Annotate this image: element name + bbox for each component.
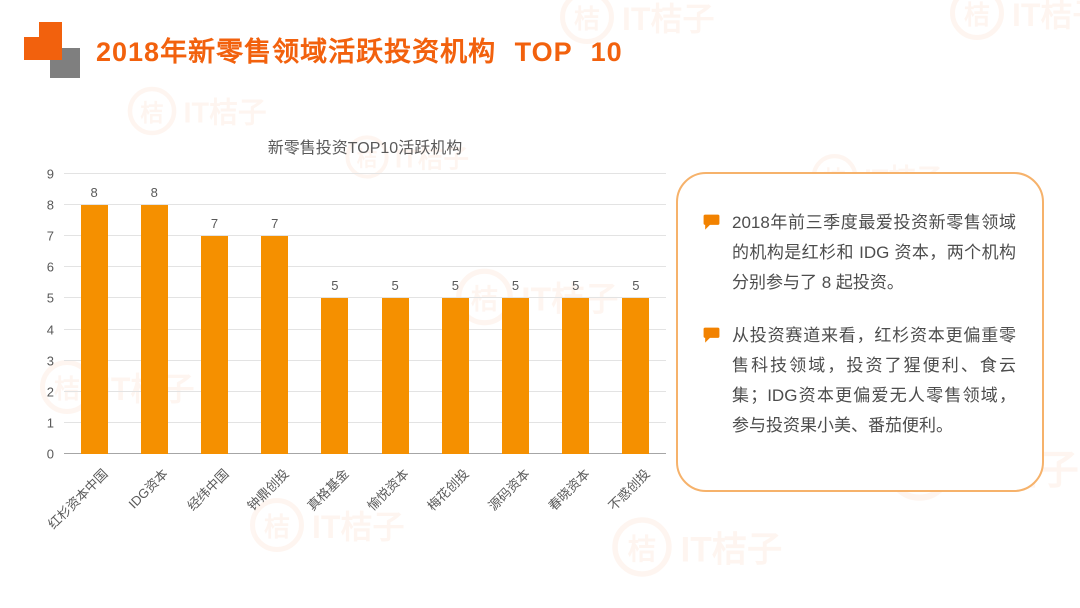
bar-slot: 7	[245, 174, 305, 454]
gridline	[64, 328, 666, 330]
chart-plot: 8 8 7 7 5 5 5 5 5 5	[64, 173, 666, 454]
chart-bars: 8 8 7 7 5 5 5 5 5 5	[64, 174, 666, 454]
y-tick-label: 0	[46, 446, 54, 462]
y-tick-label: 2	[46, 384, 54, 400]
speech-bubble-icon	[702, 321, 722, 440]
y-tick-label: 9	[46, 166, 54, 182]
bar-真格基金: 5	[321, 278, 349, 454]
bar-value-label: 8	[90, 185, 98, 201]
bar-slot: 5	[485, 174, 545, 454]
x-tick-label: 不惑创投	[605, 466, 653, 514]
y-tick-label: 1	[46, 415, 54, 431]
bar-钟鼎创投: 7	[261, 216, 289, 454]
bar-春晓资本: 5	[562, 278, 590, 454]
x-tick-label: 春晓资本	[545, 466, 593, 514]
bar-value-label: 5	[391, 278, 399, 294]
bar-slot: 7	[184, 174, 244, 454]
speech-bubble-icon	[702, 208, 722, 297]
chart-title: 新零售投资TOP10活跃机构	[267, 140, 463, 157]
x-slot: 源码资本	[485, 454, 545, 540]
x-tick-label: 真格基金	[304, 466, 352, 514]
bar-value-label: 5	[511, 278, 520, 294]
bar-红杉资本中国: 8	[80, 185, 108, 454]
bar-slot: 8	[64, 174, 124, 454]
x-slot: 春晓资本	[545, 454, 606, 540]
callout-text: 从投资赛道来看，红杉资本更偏重零售科技领域，投资了猩便利、食云集；IDG资本更偏…	[732, 326, 1016, 435]
header: 2018年新零售领域活跃投资机构 TOP 10	[0, 0, 1080, 100]
callout-item: 2018年前三季度最爱投资新零售领域的机构是红杉和 IDG 资本，两个机构分别参…	[702, 208, 1016, 297]
gridline	[64, 235, 666, 237]
bar-value-label: 5	[632, 278, 640, 294]
bar-IDG资本: 8	[140, 185, 168, 454]
chart-y-axis: 0 1 2 3 4 5 6 7 8 9	[30, 168, 64, 461]
logo-white-notch	[24, 22, 39, 37]
y-tick-label: 7	[46, 228, 54, 244]
gridline	[64, 390, 666, 392]
bar-chart: 新零售投资TOP10活跃机构 0 1 2 3 4 5 6 7 8 9 8 8 7 7 5 5 5 5 5 5 红杉资…	[30, 134, 666, 540]
x-slot: 经纬中国	[184, 454, 244, 540]
x-slot: 红杉资本中国	[45, 454, 124, 540]
bar-slot: 8	[124, 174, 184, 454]
bar-经纬中国: 7	[201, 216, 228, 454]
x-slot: 钟鼎创投	[244, 454, 305, 540]
x-tick-label: 红杉资本中国	[45, 466, 111, 532]
x-slot: 不惑创投	[605, 454, 666, 540]
bar-slot: 5	[305, 174, 365, 454]
x-slot: IDG资本	[124, 454, 184, 540]
watermark-text: IT桔子	[680, 529, 783, 569]
page-title: 2018年新零售领域活跃投资机构 TOP 10	[96, 37, 623, 67]
gridline	[64, 204, 666, 206]
bar-value-label: 5	[331, 278, 339, 294]
bar-value-label: 5	[451, 278, 459, 294]
y-tick-label: 6	[46, 259, 54, 275]
x-tick-label: 愉悦资本	[364, 466, 412, 514]
bar-slot: 5	[546, 174, 606, 454]
x-tick-label: 经纬中国	[183, 466, 232, 514]
y-tick-label: 3	[46, 353, 54, 369]
chart-gridlines	[64, 173, 666, 454]
insights-callout: 2018年前三季度最爱投资新零售领域的机构是红杉和 IDG 资本，两个机构分别参…	[676, 172, 1044, 492]
gridline	[64, 359, 666, 361]
bar-value-label: 7	[210, 216, 219, 232]
bar-value-label: 5	[572, 278, 580, 294]
x-tick-label: 钟鼎创投	[244, 466, 292, 514]
bar-愉悦资本: 5	[381, 278, 409, 454]
bar-slot: 5	[606, 174, 666, 454]
gridline	[64, 297, 666, 299]
gridline	[64, 266, 666, 268]
gridline	[64, 421, 666, 423]
chart-plot-area: 0 1 2 3 4 5 6 7 8 9 8 8 7 7 5 5 5 5 5 5	[30, 168, 666, 461]
y-tick-label: 4	[46, 322, 54, 338]
chart-x-labels: 红杉资本中国 IDG资本 经纬中国 钟鼎创投 真格基金 愉悦资本 梅花创投 源码资本 春晓资本不…	[45, 454, 666, 540]
bar-源码资本: 5	[502, 278, 530, 454]
gridline	[64, 173, 666, 174]
callout-item: 从投资赛道来看，红杉资本更偏重零售科技领域，投资了猩便利、食云集；IDG资本更偏…	[702, 321, 1016, 440]
x-tick-label: IDG资本	[125, 466, 172, 512]
x-slot: 真格基金	[304, 454, 365, 540]
x-slot: 梅花创投	[425, 454, 485, 540]
y-tick-label: 5	[46, 290, 54, 306]
y-tick-label: 8	[46, 197, 54, 213]
x-tick-label: 源码资本	[484, 466, 533, 514]
bar-slot: 5	[365, 174, 425, 454]
logo-icon	[24, 22, 82, 80]
bar-不惑创投: 5	[622, 278, 650, 454]
bar-value-label: 7	[271, 216, 279, 232]
gridline	[64, 453, 666, 454]
bar-slot: 5	[425, 174, 485, 454]
x-slot: 愉悦资本	[364, 454, 425, 540]
x-tick-label: 梅花创投	[424, 466, 473, 514]
callout-text: 2018年前三季度最爱投资新零售领域的机构是红杉和 IDG 资本，两个机构分别参…	[732, 213, 1016, 292]
bar-value-label: 8	[150, 185, 158, 201]
bar-梅花创投: 5	[441, 278, 469, 454]
